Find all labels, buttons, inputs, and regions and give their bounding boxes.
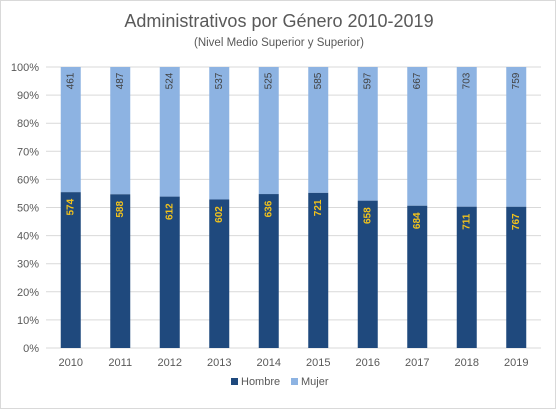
y-tick-label: 10%	[17, 315, 39, 327]
data-label-hombre: 574	[65, 198, 76, 215]
legend-swatch	[291, 378, 298, 385]
x-tick-label: 2012	[158, 357, 182, 369]
bar-hombre	[110, 194, 131, 348]
bar-mujer	[407, 67, 428, 206]
data-label-hombre: 721	[313, 199, 324, 216]
legend-label: Mujer	[301, 376, 329, 388]
y-tick-label: 90%	[17, 90, 39, 102]
bar-hombre	[407, 205, 428, 348]
bar-mujer	[357, 67, 378, 201]
chart-title: Administrativos por Género 2010-2019	[124, 11, 433, 31]
data-label-hombre: 684	[412, 212, 423, 229]
bar-mujer	[209, 67, 230, 200]
bar-hombre	[159, 196, 180, 348]
x-tick-label: 2015	[306, 357, 330, 369]
x-axis-ticks: 2010 2011 2012 2013 2014 2015 2016 2017 2018 2019	[59, 357, 529, 369]
data-label-mujer: 461	[65, 72, 76, 89]
data-label-hombre: 588	[115, 201, 126, 218]
legend: Hombre Mujer	[231, 376, 329, 388]
y-tick-label: 100%	[11, 62, 39, 74]
bar-mujer	[110, 67, 131, 195]
bar-mujer	[60, 67, 81, 193]
x-tick-label: 2017	[405, 357, 429, 369]
legend-swatch	[231, 378, 238, 385]
y-tick-label: 20%	[17, 287, 39, 299]
bar-hombre	[456, 206, 477, 348]
y-tick-label: 50%	[17, 203, 39, 215]
x-tick-label: 2019	[504, 357, 528, 369]
bar-hombre	[308, 192, 329, 348]
data-label-mujer: 487	[115, 72, 126, 89]
y-tick-label: 60%	[17, 174, 39, 186]
x-tick-label: 2013	[207, 357, 231, 369]
bar-mujer	[506, 67, 527, 207]
chart-subtitle: (Nivel Medio Superior y Superior)	[194, 37, 364, 49]
bar-hombre	[258, 194, 279, 348]
x-tick-label: 2016	[356, 357, 380, 369]
data-label-hombre: 711	[461, 213, 472, 230]
data-label-mujer: 667	[412, 72, 423, 89]
x-tick-label: 2018	[455, 357, 479, 369]
data-label-mujer: 703	[461, 72, 472, 89]
data-label-mujer: 585	[313, 72, 324, 89]
data-label-mujer: 537	[214, 72, 225, 89]
data-label-mujer: 524	[164, 72, 175, 89]
bar-hombre	[506, 206, 527, 348]
x-tick-label: 2010	[59, 357, 83, 369]
data-label-mujer: 759	[511, 72, 522, 89]
y-tick-label: 80%	[17, 118, 39, 130]
y-tick-label: 40%	[17, 231, 39, 243]
legend-label: Hombre	[241, 376, 280, 388]
bar-mujer	[456, 67, 477, 207]
data-label-hombre: 636	[263, 200, 274, 217]
bar-hombre	[209, 199, 230, 348]
bar-mujer	[258, 67, 279, 195]
data-label-hombre: 767	[511, 213, 522, 230]
data-label-hombre: 602	[214, 206, 225, 223]
data-label-hombre: 612	[164, 203, 175, 220]
y-axis-ticks: 0% 10% 20% 30% 40% 50% 60% 70% 80% 90% 100%	[11, 62, 39, 355]
y-tick-label: 0%	[23, 343, 39, 355]
bar-hombre	[60, 192, 81, 348]
data-label-mujer: 525	[263, 72, 274, 89]
x-tick-label: 2011	[108, 357, 132, 369]
y-tick-label: 30%	[17, 259, 39, 271]
data-label-mujer: 597	[362, 72, 373, 89]
x-tick-label: 2014	[257, 357, 281, 369]
bars: 574 461 588 487 612 524 602 537 636 525 721 585 658 5…	[60, 67, 527, 348]
bar-mujer	[159, 67, 180, 197]
bar-hombre	[357, 200, 378, 348]
bar-mujer	[308, 67, 329, 193]
y-tick-label: 70%	[17, 146, 39, 158]
data-label-hombre: 658	[362, 207, 373, 224]
